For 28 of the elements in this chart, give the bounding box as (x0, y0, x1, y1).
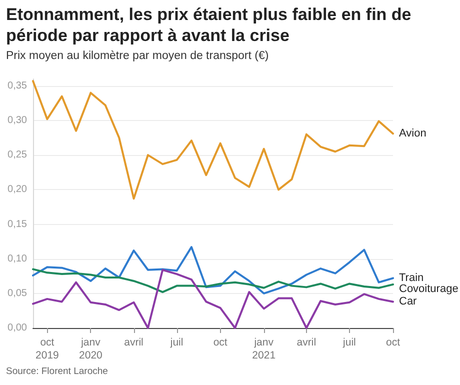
chart-title: Etonnamment, les prix étaient plus faible en fin de période par rapport à avant la crise (6, 4, 412, 46)
x-tick-label: janv 2020 (79, 336, 103, 362)
line-series (32, 80, 394, 200)
y-tick-label: 0,25 (8, 150, 28, 161)
chart-subtitle: Prix moyen au kilomètre par moyen de transport (€) (6, 50, 269, 62)
series-label: Car (399, 296, 418, 308)
x-tick-label: avril (296, 336, 316, 348)
line-series (32, 268, 394, 329)
y-tick-label: 0,30 (8, 115, 28, 126)
x-tick-label: avril (124, 336, 144, 348)
line-series (32, 268, 394, 294)
y-tick-label: 0,35 (8, 80, 28, 92)
y-tick-label: 0,05 (8, 288, 28, 299)
series-label: Covoiturage (399, 283, 458, 296)
y-tick-label: 0,20 (8, 184, 28, 196)
x-tick-label: juil (342, 336, 356, 348)
x-tick-label: juil (169, 336, 184, 348)
y-tick-label: 0,15 (8, 218, 28, 230)
x-tick-label: oct 2019 (36, 336, 60, 362)
y-tick-label: 0,00 (8, 322, 28, 334)
series-label: Train (399, 272, 424, 284)
series-label: Avion (399, 128, 426, 140)
x-tick-label: oct (386, 336, 400, 348)
line-series (32, 246, 394, 294)
x-tick-label: oct (213, 336, 228, 348)
source-note: Source: Florent Laroche (6, 366, 108, 377)
x-tick-label: janv 2021 (252, 336, 276, 362)
y-tick-label: 0,10 (8, 253, 28, 264)
